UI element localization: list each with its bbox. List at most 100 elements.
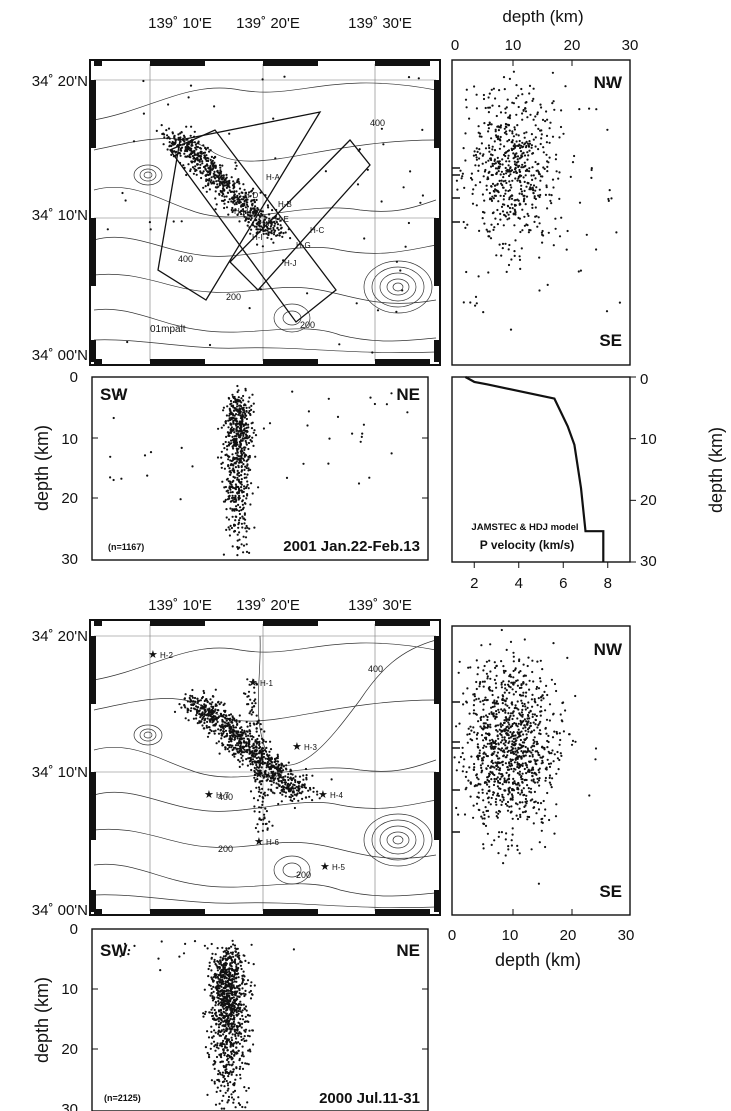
hypocenter-dot <box>491 745 494 749</box>
hypocenter-dot <box>509 675 513 678</box>
hypocenter-dot <box>510 701 514 704</box>
hypocenter-dot <box>550 752 553 755</box>
hypocenter-dot <box>508 206 512 210</box>
hypocenter-dot <box>494 217 497 220</box>
hypocenter-dot <box>225 528 228 532</box>
hypocenter-dot <box>248 760 251 763</box>
hypocenter-dot <box>229 524 232 528</box>
hypocenter-dot <box>511 179 514 182</box>
hypocenter-dot <box>512 135 516 138</box>
hypocenter-dot <box>106 228 109 231</box>
hypocenter-dot <box>281 235 284 238</box>
hypocenter-dot <box>255 757 258 760</box>
hypocenter-dot <box>198 721 201 724</box>
hypocenter-dot <box>495 114 498 118</box>
hypocenter-dot <box>499 777 502 780</box>
hypocenter-dot <box>516 731 519 734</box>
hypocenter-dot <box>539 142 542 146</box>
hypocenter-dot <box>262 822 265 826</box>
hypocenter-dot <box>507 683 510 686</box>
hypocenter-dot <box>235 719 238 722</box>
hypocenter-dot <box>294 779 297 782</box>
hypocenter-dot <box>478 135 481 138</box>
hypocenter-dot <box>531 178 534 181</box>
hypocenter-dot <box>257 224 261 227</box>
hypocenter-dot <box>214 1049 217 1052</box>
hypocenter-dot <box>494 742 498 746</box>
hypocenter-dot <box>498 105 501 108</box>
hypocenter-dot <box>509 751 513 755</box>
hypocenter-dot <box>280 770 283 773</box>
hypocenter-dot <box>508 777 511 781</box>
hypocenter-dot <box>238 489 241 493</box>
hypocenter-dot <box>548 156 551 159</box>
hypocenter-dot <box>230 430 233 433</box>
hypocenter-dot <box>233 755 236 758</box>
hypocenter-dot <box>521 764 524 768</box>
hypocenter-dot <box>186 711 189 714</box>
hypocenter-dot <box>547 734 550 738</box>
hypocenter-dot <box>208 731 211 735</box>
hypocenter-dot <box>492 228 495 231</box>
hypocenter-dot <box>542 697 545 700</box>
hypocenter-dot <box>221 720 224 723</box>
hypocenter-dot <box>240 465 243 468</box>
hypocenter-dot <box>238 445 241 448</box>
hypocenter-dot <box>515 161 518 164</box>
hypocenter-dot <box>245 406 248 409</box>
hypocenter-dot <box>232 457 235 460</box>
hypocenter-dot <box>238 751 241 754</box>
hypocenter-dot <box>199 147 203 150</box>
hypocenter-dot <box>234 1078 237 1081</box>
hypocenter-dot <box>500 734 503 737</box>
hypocenter-dot <box>168 137 171 140</box>
bottom-nwse-hypocenters <box>453 628 598 885</box>
hypocenter-dot <box>500 729 503 733</box>
hypocenter-dot <box>491 689 494 693</box>
hypocenter-dot <box>234 208 237 211</box>
hypocenter-dot <box>490 88 493 91</box>
hypocenter-dot <box>498 138 501 141</box>
hypocenter-dot <box>312 786 315 790</box>
hypocenter-dot <box>179 143 182 146</box>
hypocenter-dot <box>531 753 534 756</box>
hypocenter-dot <box>496 816 499 819</box>
hypocenter-dot <box>233 409 236 412</box>
hypocenter-dot <box>376 309 380 312</box>
hypocenter-dot <box>194 168 197 172</box>
hypocenter-dot <box>497 129 500 132</box>
hypocenter-dot <box>512 770 515 773</box>
hypocenter-dot <box>262 232 265 235</box>
hypocenter-dot <box>514 239 517 242</box>
hypocenter-dot <box>276 753 279 756</box>
hypocenter-dot <box>555 803 558 806</box>
hypocenter-dot <box>482 843 485 846</box>
hypocenter-dot <box>503 777 506 780</box>
hypocenter-dot <box>202 186 205 189</box>
hypocenter-dot <box>501 709 504 713</box>
hypocenter-dot <box>285 764 288 767</box>
hypocenter-dot <box>245 550 249 554</box>
hypocenter-dot <box>521 118 524 121</box>
hypocenter-dot <box>521 112 524 115</box>
hypocenter-dot <box>491 164 494 167</box>
hypocenter-dot <box>525 764 528 767</box>
hypocenter-dot <box>525 195 529 198</box>
hypocenter-dot <box>221 194 224 197</box>
hypocenter-dot <box>235 965 238 968</box>
hypocenter-dot <box>511 740 514 743</box>
hypocenter-dot <box>242 692 246 695</box>
hypocenter-dot <box>241 508 244 511</box>
hypocenter-dot <box>228 486 231 489</box>
hypocenter-dot <box>537 808 541 811</box>
hypocenter-dot <box>243 748 246 751</box>
hypocenter-dot <box>243 448 246 451</box>
hypocenter-dot <box>242 544 246 547</box>
hypocenter-dot <box>272 781 275 784</box>
hypocenter-dot <box>514 204 518 207</box>
hypocenter-dot <box>185 125 188 128</box>
hypocenter-dot <box>492 752 495 755</box>
hypocenter-dot <box>238 497 241 500</box>
hypocenter-dot <box>247 1049 250 1052</box>
hypocenter-dot <box>238 765 241 769</box>
